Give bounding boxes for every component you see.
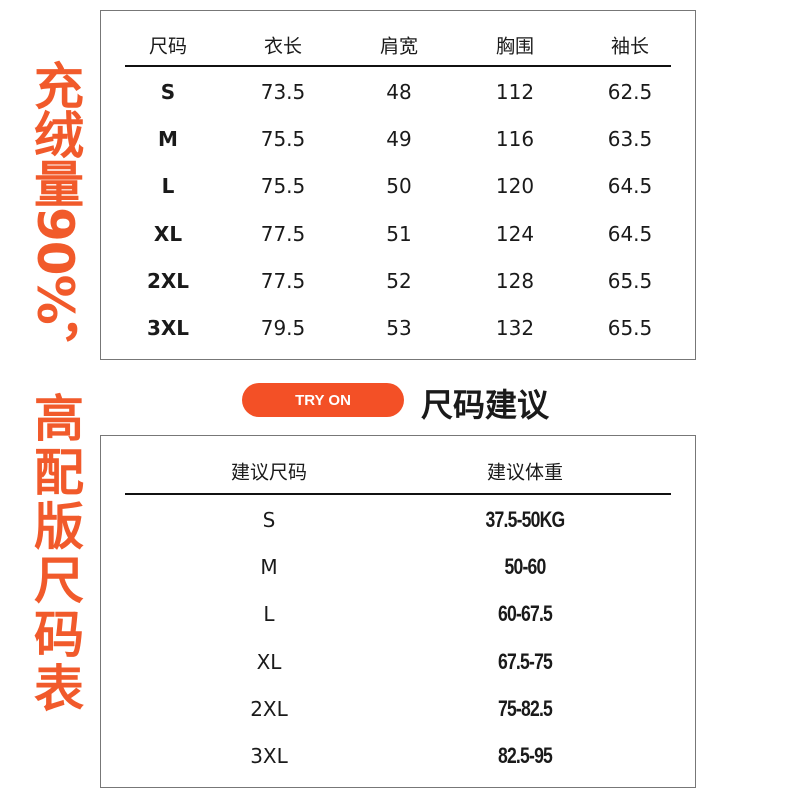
recommended-weight: 82.5-95 bbox=[491, 743, 559, 769]
measurement-cell: 128 bbox=[495, 268, 535, 293]
size-label: 3XL bbox=[146, 316, 190, 340]
measurement-cell: 49 bbox=[386, 127, 412, 152]
measurement-cell: 65.5 bbox=[607, 268, 653, 293]
size-label: XL bbox=[153, 221, 183, 246]
weight-value: 50-60 bbox=[504, 554, 546, 580]
size-label: M bbox=[158, 127, 178, 152]
measurement-cell: 52 bbox=[386, 268, 412, 293]
recommended-size: L bbox=[263, 602, 275, 627]
side-banner-line2: 高配版尺码表 bbox=[26, 392, 84, 716]
size-table-header: 胸围 bbox=[495, 35, 535, 58]
weight-value: 67.5-75 bbox=[497, 648, 553, 674]
size-label: 2XL bbox=[146, 268, 190, 293]
measurement-cell: 51 bbox=[386, 221, 412, 246]
size-table-header: 衣长 bbox=[263, 35, 303, 58]
recommended-size: M bbox=[260, 555, 278, 580]
weight-value: 60-67.5 bbox=[497, 601, 553, 627]
recommended-weight: 67.5-75 bbox=[491, 649, 559, 675]
weight-value: 75-82.5 bbox=[497, 695, 553, 721]
measurement-cell: 62.5 bbox=[607, 80, 653, 104]
measurement-cell: 75.5 bbox=[260, 127, 306, 152]
measurement-cell: 64.5 bbox=[607, 221, 653, 246]
recommended-weight: 37.5-50KG bbox=[476, 507, 575, 533]
measurement-cell: 50 bbox=[386, 174, 412, 199]
recommended-size: 3XL bbox=[250, 744, 288, 768]
try-on-button[interactable]: TRY ON bbox=[242, 383, 404, 417]
measurement-cell: 120 bbox=[495, 174, 535, 199]
measurement-cell: 124 bbox=[495, 221, 535, 246]
measurement-cell: 73.5 bbox=[260, 80, 306, 104]
size-recommendation-title: 尺码建议 bbox=[421, 386, 550, 424]
measurement-cell: 53 bbox=[386, 316, 412, 340]
recommend-table-header: 建议体重 bbox=[486, 461, 564, 484]
recommend-table-header: 建议尺码 bbox=[230, 461, 308, 484]
measurement-cell: 65.5 bbox=[607, 316, 653, 340]
recommended-weight: 50-60 bbox=[499, 554, 550, 580]
recommended-weight: 75-82.5 bbox=[491, 696, 559, 722]
recommended-size: S bbox=[262, 508, 276, 532]
size-label: L bbox=[161, 174, 175, 199]
measurement-cell: 77.5 bbox=[260, 221, 306, 246]
recommend-table: 建议尺码 建议体重 S 37.5-50KG M 50-60 L 60-67.5 XL 67.5-7… bbox=[100, 435, 696, 788]
measurement-cell: 48 bbox=[386, 80, 412, 104]
weight-value: 82.5-95 bbox=[497, 743, 553, 768]
recommended-size: 2XL bbox=[250, 696, 288, 721]
size-label: S bbox=[160, 80, 176, 104]
measurement-cell: 63.5 bbox=[607, 127, 653, 152]
size-table: 尺码 衣长 肩宽 胸围 袖长 S 73.5 48 112 62.5 M 75.5 49 116 63.5 L 7… bbox=[100, 10, 696, 360]
size-table-header: 袖长 bbox=[610, 35, 650, 58]
measurement-cell: 77.5 bbox=[260, 268, 306, 293]
header-divider bbox=[125, 493, 671, 495]
size-table-header: 肩宽 bbox=[379, 35, 419, 58]
measurement-cell: 64.5 bbox=[607, 174, 653, 199]
measurement-cell: 112 bbox=[495, 80, 535, 104]
recommended-weight: 60-67.5 bbox=[491, 601, 559, 627]
weight-value: 37.5-50KG bbox=[485, 507, 566, 532]
side-banner-line1: 充绒量90%， bbox=[26, 60, 84, 373]
measurement-cell: 79.5 bbox=[260, 316, 306, 340]
header-divider bbox=[125, 65, 671, 67]
size-table-header: 尺码 bbox=[148, 35, 188, 58]
measurement-cell: 75.5 bbox=[260, 174, 306, 199]
measurement-cell: 132 bbox=[495, 316, 535, 340]
recommended-size: XL bbox=[256, 649, 282, 674]
measurement-cell: 116 bbox=[495, 127, 535, 152]
